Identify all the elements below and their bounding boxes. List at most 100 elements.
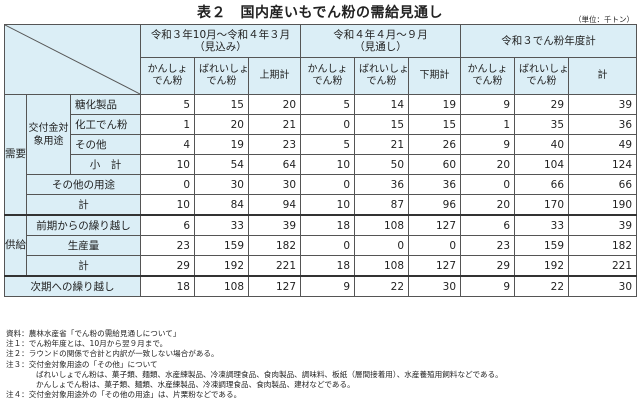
- row-label-chemical: 化工でん粉: [70, 114, 141, 135]
- cell: 108: [354, 255, 410, 277]
- row-label-production: 生産量: [26, 235, 141, 256]
- header-group-h1-sub: （見込み）: [194, 41, 247, 53]
- row-label-subtotal: 小 計: [70, 154, 141, 175]
- row-label-other-use: その他の用途: [26, 174, 141, 195]
- unit-label: （単位：千トン）: [574, 15, 634, 24]
- cell: 66: [514, 174, 570, 195]
- col-sweet-year: かんしょ でん粉: [460, 57, 516, 95]
- table-title: 表２ 国内産いもでん粉の需給見通し: [197, 5, 443, 21]
- cell: 21: [247, 114, 302, 135]
- cell: 96: [408, 194, 462, 216]
- cell: 87: [354, 194, 410, 216]
- col-potato-h2-l2: でん粉: [366, 76, 397, 87]
- note-3b: かんしょでん粉は、菓子類、麺類、水産練製品、冷凍調理食品、食肉製品、建材などであ…: [36, 380, 355, 390]
- cell: 50: [354, 154, 410, 175]
- table-row: 需要 交付金対象用途 糖化製品 5 15 20 5 14 19 9 29 39: [4, 94, 638, 216]
- cell: 15: [354, 114, 410, 135]
- cell: 39: [568, 94, 638, 115]
- cell: 29: [460, 255, 516, 277]
- cell: 5: [300, 134, 356, 155]
- cell: 192: [194, 255, 249, 277]
- cell: 21: [354, 134, 410, 155]
- row-label-supply-total: 計: [26, 255, 141, 277]
- cell: 10: [140, 154, 195, 175]
- col-sweet-year-l1: かんしょ: [467, 64, 508, 75]
- cell: 182: [247, 235, 302, 256]
- row-label-demand-total: 計: [26, 194, 141, 216]
- col-h1-total: 上期計: [247, 57, 302, 95]
- table-row: 生産量 23 159 182 0 0 0 23 159 182: [5, 235, 638, 256]
- table-row: 計 10 84 94 10 87 96 20 170 190: [5, 194, 638, 216]
- cell: 30: [408, 275, 462, 297]
- notes: 資料：農林水産省「でん粉の需給見通しについて」 注１：でん粉年度とは、10月から…: [6, 329, 636, 400]
- col-potato-h2: ばれいしょ でん粉: [354, 57, 410, 95]
- cell: 192: [514, 255, 570, 277]
- cell: 9: [460, 275, 516, 297]
- cell: 9: [460, 94, 516, 115]
- cell: 30: [247, 174, 302, 195]
- table-row: 小 計 10 54 64 10 50 60 20 104 124: [5, 154, 638, 175]
- cell: 10: [300, 194, 356, 216]
- cell: 4: [140, 134, 195, 155]
- cell: 20: [460, 194, 516, 216]
- cell: 36: [408, 174, 462, 195]
- cell: 127: [408, 214, 462, 236]
- cell: 36: [568, 114, 638, 135]
- cell: 108: [194, 275, 249, 297]
- header-group-h2-sub: （見通し）: [354, 41, 407, 53]
- note-3a: ばれいしょでん粉は、菓子類、麺類、水産練製品、冷凍調理食品、食肉製品、調味料、板…: [36, 369, 503, 379]
- cell: 23: [247, 134, 302, 155]
- table-row: 次期への繰り越し 18 108 127 9 22 30 9 22 30: [4, 275, 638, 297]
- cell: 20: [194, 114, 249, 135]
- cell: 0: [300, 235, 356, 256]
- cell: 15: [408, 114, 462, 135]
- cell: 0: [300, 174, 356, 195]
- col-sweet-h1: かんしょ でん粉: [140, 57, 195, 95]
- cell: 29: [140, 255, 195, 277]
- cell: 104: [514, 154, 570, 175]
- cell: 39: [247, 214, 302, 236]
- cell: 0: [408, 235, 462, 256]
- table-row: その他の用途 0 30 30 0 36 36 0 66 66: [5, 174, 638, 195]
- note-3: 注３：交付金対象用途の「その他」について: [6, 359, 158, 369]
- cell: 127: [408, 255, 462, 277]
- corner-diagonal-cell: [4, 24, 141, 95]
- row-label-other: その他: [70, 134, 141, 155]
- table-row: 供給 前期からの繰り越し 6 33 39 18 108 127 6 33 39: [4, 214, 638, 277]
- cell: 19: [408, 94, 462, 115]
- cell: 0: [354, 235, 410, 256]
- cell: 35: [514, 114, 570, 135]
- cell: 26: [408, 134, 462, 155]
- cell: 36: [354, 174, 410, 195]
- cell: 159: [194, 235, 249, 256]
- cell: 40: [514, 134, 570, 155]
- cell: 190: [568, 194, 638, 216]
- row-label-carryover-out: 次期への繰り越し: [4, 275, 141, 297]
- cell: 64: [247, 154, 302, 175]
- cell: 124: [568, 154, 638, 175]
- col-potato-h1-l1: ばれいしょ: [199, 64, 249, 75]
- cell: 108: [354, 214, 410, 236]
- col-sweet-h2-l2: でん粉: [312, 76, 343, 87]
- cell: 54: [194, 154, 249, 175]
- cell: 6: [140, 214, 195, 236]
- table-row: その他 4 19 23 5 21 26 9 40 49: [5, 134, 638, 155]
- header-group-h2: 令和４年４月～９月 （見通し）: [300, 24, 462, 58]
- cell: 15: [194, 94, 249, 115]
- col-year-total: 計: [568, 57, 638, 95]
- demand-label: 需要: [4, 94, 27, 216]
- cell: 0: [300, 114, 356, 135]
- cell: 20: [247, 94, 302, 115]
- cell: 30: [194, 174, 249, 195]
- col-potato-h1: ばれいしょ でん粉: [194, 57, 249, 95]
- col-potato-h1-l2: でん粉: [206, 76, 237, 87]
- note-source: 資料：農林水産省「でん粉の需給見通しについて」: [6, 329, 181, 338]
- cell: 6: [460, 214, 516, 236]
- table-row: 計 29 192 221 18 108 127 29 192 221: [5, 255, 638, 277]
- cell: 10: [140, 194, 195, 216]
- col-sweet-year-l2: でん粉: [472, 76, 503, 87]
- header-group-h1-label: 令和３年10月～令和４年３月: [150, 29, 291, 41]
- cell: 19: [194, 134, 249, 155]
- cell: 0: [460, 174, 516, 195]
- row-label-sugar: 糖化製品: [70, 94, 141, 115]
